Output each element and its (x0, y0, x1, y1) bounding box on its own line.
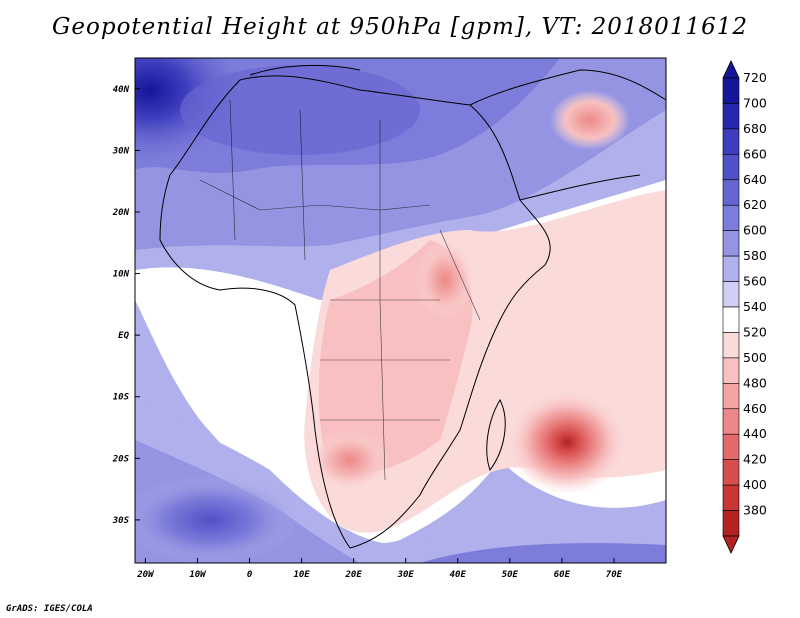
colorbar-label: 700 (743, 95, 767, 110)
colorbar-label: 420 (743, 452, 767, 467)
colorbar-label: 580 (743, 248, 767, 263)
colorbar-swatch (722, 408, 740, 435)
lat-tick-label: 10N (113, 270, 130, 280)
lon-tick-label: 10E (293, 570, 310, 580)
lat-tick-label: 20N (112, 208, 130, 218)
map-title: Geopotential Height at 950hPa [gpm], VT:… (52, 14, 748, 40)
lon-tick-label: 0 (247, 570, 253, 580)
colorbar-swatch (722, 306, 740, 333)
colorbar-label: 500 (743, 350, 767, 365)
lat-tick-label: 20S (112, 454, 130, 464)
colorbar-label: 640 (743, 172, 767, 187)
lon-tick-label: 40E (450, 570, 467, 580)
colorbar-min-arrow (722, 535, 740, 554)
colorbar-swatch (722, 255, 740, 282)
colorbar-label: 620 (743, 197, 767, 212)
lat-tick-label: 30S (112, 516, 130, 526)
colorbar-swatch (722, 154, 740, 181)
colorbar-swatch (722, 103, 740, 130)
colorbar-label: 460 (743, 401, 767, 416)
credit-label: GrADS: IGES/COLA (6, 604, 93, 614)
map-frame (134, 57, 667, 564)
lat-tick-label: EQ (118, 331, 129, 341)
colorbar-label: 720 (743, 70, 767, 85)
lat-tick-label: 30N (112, 146, 130, 156)
colorbar-label: 520 (743, 324, 767, 339)
coastlines (159, 64, 666, 549)
lon-tick-label: 50E (502, 570, 519, 580)
colorbar-swatch (722, 383, 740, 410)
borders (199, 99, 481, 481)
colorbar-label: 600 (743, 223, 767, 238)
colorbar-label: 400 (743, 477, 767, 492)
colorbar: 720 700 680 660 640 620 600 580 560 540 520 500 480 4… (722, 60, 767, 554)
lat-tick-label: 10S (113, 393, 130, 403)
map-field (135, 58, 666, 563)
colorbar-swatch (722, 230, 740, 257)
lat-tick-label: 40N (113, 85, 130, 95)
colorbar-label: 440 (743, 426, 767, 441)
colorbar-swatch (722, 77, 740, 104)
colorbar-label: 380 (743, 503, 767, 518)
lon-tick-label: 60E (554, 570, 571, 580)
lon-tick-label: 30E (397, 570, 415, 580)
colorbar-label: 660 (743, 146, 767, 161)
colorbar-swatch (722, 459, 740, 486)
colorbar-swatch (722, 484, 740, 511)
colorbar-swatch (722, 128, 740, 155)
colorbar-label: 680 (743, 121, 767, 136)
colorbar-label: 560 (743, 274, 767, 289)
lon-tick-label: 10W (189, 570, 207, 580)
lon-tick-label: 20W (136, 570, 155, 580)
colorbar-swatch (722, 357, 740, 384)
colorbar-swatch (722, 204, 740, 231)
colorbar-swatch (722, 433, 740, 460)
lon-tick-label: 70E (606, 570, 623, 580)
colorbar-swatch (722, 332, 740, 359)
colorbar-swatch (722, 179, 740, 206)
lon-tick-label: 20E (345, 570, 363, 580)
colorbar-label: 540 (743, 299, 767, 314)
lat-axis: 40N 30N 20N 10N EQ 10S 20S 30S (112, 85, 140, 526)
lon-axis: 20W 10W 0 10E 20E 30E 40E 50E 60E 70E (136, 558, 623, 580)
colorbar-swatch (722, 510, 740, 537)
colorbar-swatch (722, 281, 740, 308)
colorbar-max-arrow (722, 60, 740, 79)
colorbar-label: 480 (743, 375, 767, 390)
